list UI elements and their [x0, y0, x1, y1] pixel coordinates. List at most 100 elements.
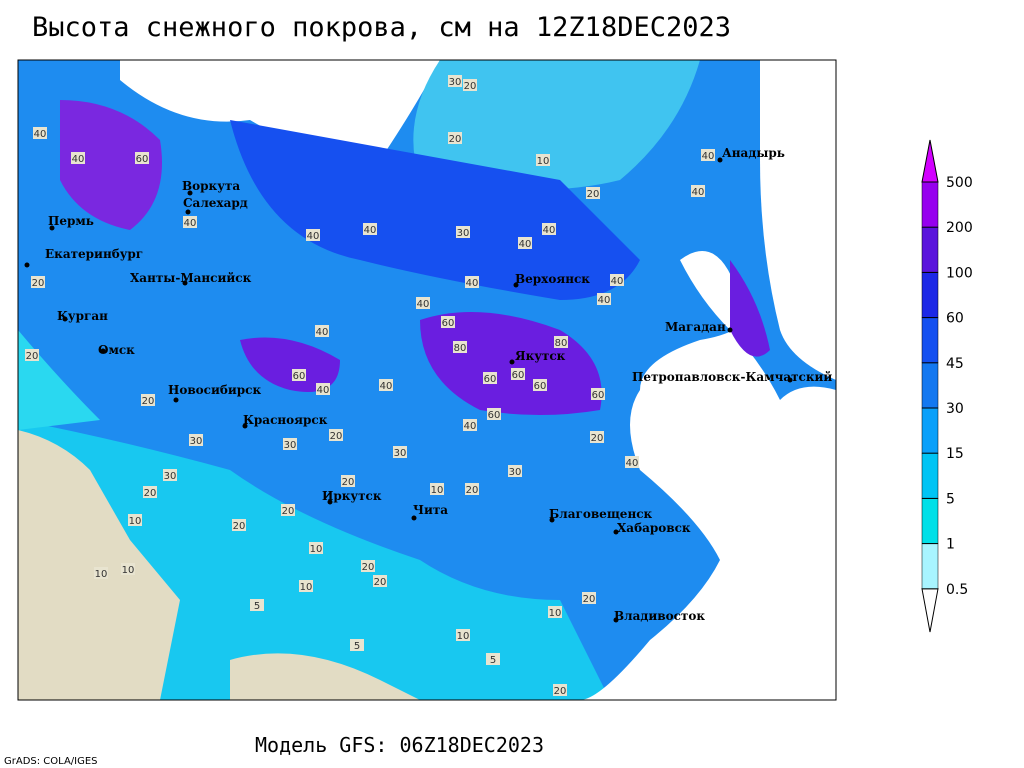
- contour-label-box: [453, 341, 467, 353]
- contour-label-box: [463, 419, 477, 431]
- contour-label-box: [373, 575, 387, 587]
- contour-label-box: [448, 132, 462, 144]
- contour-label: 40: [184, 218, 197, 229]
- contour-label: 10: [537, 156, 550, 167]
- contour-label-box: [518, 237, 532, 249]
- colorbar-cap: [921, 588, 939, 633]
- contour-label-box: [548, 606, 562, 618]
- city-label: Омск: [98, 343, 135, 357]
- contour-label: 20: [374, 577, 387, 588]
- credit: GrADS: COLA/IGES: [4, 756, 98, 767]
- contour-label: 10: [300, 582, 313, 593]
- colorbar-band: [921, 452, 939, 499]
- contour-label-box: [292, 369, 306, 381]
- contour-label-box: [691, 185, 705, 197]
- contour-label: 40: [34, 129, 47, 140]
- contour-label: 40: [611, 276, 624, 287]
- contour-label-box: [306, 229, 320, 241]
- contour-label: 20: [142, 396, 155, 407]
- contour-label: 60: [136, 154, 149, 165]
- contour-label: 60: [484, 374, 497, 385]
- colorbar-label: 100: [946, 265, 973, 281]
- city-label: Иркутск: [322, 489, 382, 503]
- contour-label: 10: [129, 516, 142, 527]
- city-dot: [787, 377, 793, 383]
- colorbar-band: [921, 407, 939, 454]
- contour-label-box: [299, 580, 313, 592]
- city-dot: [100, 348, 106, 354]
- city-label: Новосибирск: [168, 383, 261, 397]
- city-label: Курган: [57, 309, 108, 323]
- city-label: Ханты-Мансийск: [130, 271, 252, 285]
- city-label: Салехард: [183, 196, 248, 210]
- contour-label-box: [379, 379, 393, 391]
- contour-label-box: [610, 274, 624, 286]
- contour-label: 20: [554, 686, 567, 697]
- city-label: Благовещенск: [549, 507, 653, 521]
- colorbar-label: 60: [946, 311, 964, 327]
- city-dot: [62, 316, 68, 322]
- contour-label: 60: [512, 370, 525, 381]
- contour-label: 20: [583, 594, 596, 605]
- contour-label-box: [316, 383, 330, 395]
- contour-label-box: [465, 276, 479, 288]
- city-dot: [613, 617, 619, 623]
- contour-label: 30: [457, 228, 470, 239]
- colorbar-band: [921, 498, 939, 544]
- colorbar-cap: [921, 139, 939, 183]
- contour-label-box: [597, 293, 611, 305]
- contour-label: 20: [449, 134, 462, 145]
- colorbar-label: 30: [946, 401, 964, 417]
- city-dot: [727, 327, 733, 333]
- contour-label: 30: [190, 436, 203, 447]
- contour-label: 20: [233, 521, 246, 532]
- no-snow: [230, 653, 420, 700]
- contour-label: 30: [284, 440, 297, 451]
- city-label: Магадан: [665, 320, 726, 334]
- contour-label: 10: [549, 608, 562, 619]
- colorbar-band: [921, 226, 939, 273]
- colorbar-label: 0.5: [946, 582, 968, 598]
- contour-label: 40: [316, 327, 329, 338]
- city-label: Красноярск: [243, 413, 328, 427]
- contour-label: 30: [164, 471, 177, 482]
- contour-label-box: [483, 372, 497, 384]
- contour-label-box: [232, 519, 246, 531]
- city-dot: [185, 209, 191, 215]
- contour-label: 40: [417, 299, 430, 310]
- snow-deep: [730, 260, 770, 357]
- city-label: Анадырь: [722, 146, 785, 160]
- contour-label-box: [135, 152, 149, 164]
- snow-deep: [240, 337, 340, 392]
- contour-label: 30: [449, 77, 462, 88]
- city-dot: [242, 423, 248, 429]
- contour-label: 20: [32, 278, 45, 289]
- contour-label-box: [590, 431, 604, 443]
- contour-label: 40: [692, 187, 705, 198]
- contour-label-box: [163, 469, 177, 481]
- colorbar-label: 500: [946, 175, 973, 191]
- contour-label-box: [350, 639, 364, 651]
- contour-label: 60: [293, 371, 306, 382]
- city-dot: [49, 225, 55, 231]
- contour-label-box: [281, 504, 295, 516]
- city-label: Хабаровск: [617, 521, 691, 535]
- contour-label: 5: [254, 601, 260, 612]
- colorbar-label: 1: [946, 537, 955, 553]
- contour-label: 40: [307, 231, 320, 242]
- contour-label-box: [465, 483, 479, 495]
- contour-label: 20: [587, 189, 600, 200]
- contour-label: 10: [122, 565, 135, 576]
- contour-label: 60: [488, 410, 501, 421]
- colorbar-band: [921, 543, 939, 590]
- arctic-ocean: [120, 60, 440, 160]
- colorbar-band: [921, 362, 939, 409]
- city-dot: [173, 397, 179, 403]
- contour-label: 40: [626, 458, 639, 469]
- contour-label-box: [463, 79, 477, 91]
- contour-label-box: [416, 297, 430, 309]
- contour-label-box: [591, 388, 605, 400]
- contour-label-box: [283, 438, 297, 450]
